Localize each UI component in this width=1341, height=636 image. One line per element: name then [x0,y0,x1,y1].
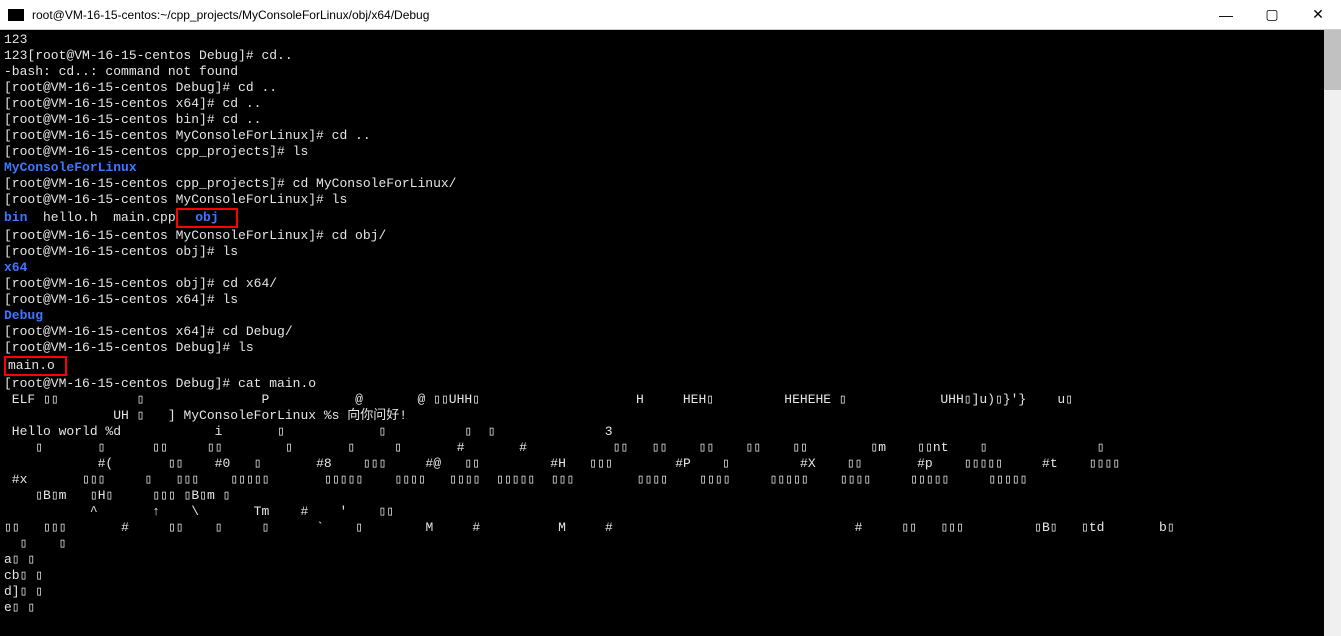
binary-output: ^ ↑ \ Tm # ' ▯▯ [4,504,1337,520]
vertical-scrollbar[interactable] [1324,30,1341,636]
dir-listing: MyConsoleForLinux [4,160,1337,176]
binary-output: ▯ ▯ ▯▯ ▯▯ ▯ ▯ ▯ # # ▯▯ ▯▯ ▯▯ ▯▯ ▯▯ ▯m ▯▯… [4,440,1337,456]
highlight-obj: obj [176,208,239,228]
binary-output: ▯▯ ▯▯▯ # ▯▯ ▯ ▯ ` ▯ M # M # # ▯▯ ▯▯▯ ▯B▯… [4,520,1337,536]
prompt-line: 123[root@VM-16-15-centos Debug]# cd.. [4,48,1337,64]
binary-output: #( ▯▯ #0 ▯ #8 ▯▯▯ #@ ▯▯ #H ▯▯▯ #P ▯ #X ▯… [4,456,1337,472]
binary-output: ▯ ▯ [4,536,1337,552]
window-titlebar: root@VM-16-15-centos:~/cpp_projects/MyCo… [0,0,1341,30]
prompt-line: [root@VM-16-15-centos Debug]# ls [4,340,1337,356]
binary-output: ELF ▯▯ ▯ P @ @ ▯▯UHH▯ H HEH▯ HEHEHE ▯ UH… [4,392,1337,408]
ls-output: bin hello.h main.cpp obj [4,208,1337,228]
prompt-line: [root@VM-16-15-centos x64]# cd .. [4,96,1337,112]
prompt-line: [root@VM-16-15-centos MyConsoleForLinux]… [4,128,1337,144]
prompt-line: [root@VM-16-15-centos x64]# ls [4,292,1337,308]
binary-output: UH ▯ ] MyConsoleForLinux %s 向你问好! [4,408,1337,424]
maximize-button[interactable]: ▢ [1249,0,1295,30]
output-line: 123 [4,32,1337,48]
output-line: -bash: cd..: command not found [4,64,1337,80]
prompt-line: [root@VM-16-15-centos cpp_projects]# ls [4,144,1337,160]
prompt-line: [root@VM-16-15-centos bin]# cd .. [4,112,1337,128]
binary-output: #x ▯▯▯ ▯ ▯▯▯ ▯▯▯▯▯ ▯▯▯▯▯ ▯▯▯▯ ▯▯▯▯ ▯▯▯▯▯… [4,472,1337,488]
dir-listing: Debug [4,308,1337,324]
prompt-line: [root@VM-16-15-centos cpp_projects]# cd … [4,176,1337,192]
ls-output: main.o [4,356,1337,376]
prompt-line: [root@VM-16-15-centos Debug]# cd .. [4,80,1337,96]
prompt-line: [root@VM-16-15-centos obj]# cd x64/ [4,276,1337,292]
dir-listing: x64 [4,260,1337,276]
prompt-line: [root@VM-16-15-centos x64]# cd Debug/ [4,324,1337,340]
binary-output: ▯B▯m ▯H▯ ▯▯▯ ▯B▯m ▯ [4,488,1337,504]
terminal-icon [8,9,24,21]
window-title: root@VM-16-15-centos:~/cpp_projects/MyCo… [32,8,1203,22]
terminal-area[interactable]: 123 123[root@VM-16-15-centos Debug]# cd.… [0,30,1341,636]
binary-output: cb▯ ▯ [4,568,1337,584]
binary-output: d]▯ ▯ [4,584,1337,600]
prompt-line: [root@VM-16-15-centos Debug]# cat main.o [4,376,1337,392]
prompt-line: [root@VM-16-15-centos MyConsoleForLinux]… [4,228,1337,244]
prompt-line: [root@VM-16-15-centos MyConsoleForLinux]… [4,192,1337,208]
prompt-line: [root@VM-16-15-centos obj]# ls [4,244,1337,260]
minimize-button[interactable]: — [1203,0,1249,30]
binary-output: Hello world %d i ▯ ▯ ▯ ▯ 3 [4,424,1337,440]
binary-output: e▯ ▯ [4,600,1337,616]
highlight-main-o: main.o [4,356,67,376]
binary-output: a▯ ▯ [4,552,1337,568]
close-button[interactable]: ✕ [1295,0,1341,30]
scroll-thumb[interactable] [1324,30,1341,90]
